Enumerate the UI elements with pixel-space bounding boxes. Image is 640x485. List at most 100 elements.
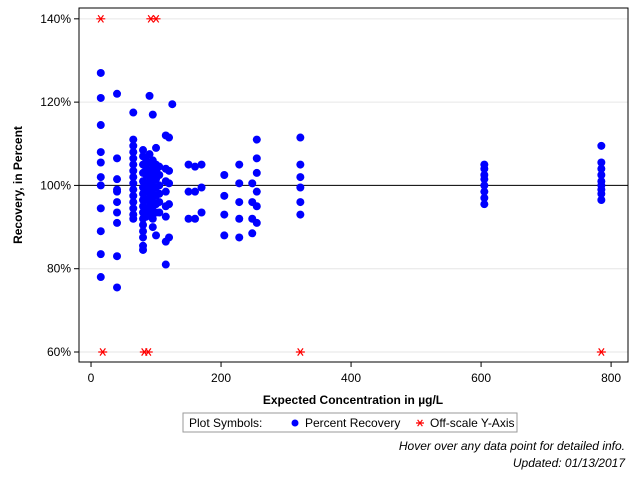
marker[interactable]: [165, 133, 174, 142]
marker[interactable]: [296, 183, 305, 192]
marker[interactable]: [96, 68, 105, 77]
marker[interactable]: [235, 160, 244, 169]
marker[interactable]: [129, 198, 138, 207]
marker[interactable]: [252, 154, 261, 163]
marker[interactable]: [129, 185, 138, 194]
marker[interactable]: [139, 233, 148, 242]
marker[interactable]: [480, 164, 489, 173]
marker[interactable]: [96, 204, 105, 213]
marker[interactable]: [197, 208, 206, 217]
marker[interactable]: [129, 108, 138, 117]
marker[interactable]: [220, 231, 229, 240]
marker[interactable]: [597, 171, 606, 180]
marker[interactable]: [129, 154, 138, 163]
marker[interactable]: [129, 160, 138, 169]
marker[interactable]: [597, 164, 606, 173]
marker[interactable]: [129, 141, 138, 150]
marker[interactable]: [139, 245, 148, 254]
marker[interactable]: [148, 214, 157, 223]
marker[interactable]: [296, 198, 305, 207]
marker[interactable]: [597, 189, 606, 198]
marker[interactable]: [113, 89, 122, 98]
marker[interactable]: [129, 135, 138, 144]
marker[interactable]: [113, 187, 122, 196]
marker[interactable]: [96, 14, 106, 23]
marker[interactable]: [96, 148, 105, 157]
marker[interactable]: [98, 348, 108, 356]
marker[interactable]: [220, 171, 229, 180]
marker[interactable]: [143, 348, 153, 356]
marker[interactable]: [151, 14, 161, 23]
marker[interactable]: [480, 200, 489, 209]
marker[interactable]: [161, 260, 170, 269]
marker[interactable]: [139, 220, 148, 229]
marker[interactable]: [252, 187, 261, 196]
marker[interactable]: [252, 168, 261, 177]
marker[interactable]: [161, 212, 170, 221]
marker[interactable]: [596, 348, 606, 356]
marker[interactable]: [184, 160, 193, 169]
marker[interactable]: [295, 348, 305, 356]
marker[interactable]: [165, 233, 174, 242]
marker[interactable]: [197, 160, 206, 169]
marker[interactable]: [155, 162, 164, 171]
marker[interactable]: [113, 175, 122, 184]
marker[interactable]: [184, 214, 193, 223]
marker[interactable]: [148, 223, 157, 232]
marker[interactable]: [152, 231, 161, 240]
marker[interactable]: [96, 181, 105, 190]
marker[interactable]: [296, 133, 305, 142]
marker[interactable]: [152, 143, 161, 152]
marker[interactable]: [96, 158, 105, 167]
marker[interactable]: [113, 198, 122, 207]
marker[interactable]: [165, 200, 174, 209]
marker[interactable]: [480, 193, 489, 202]
marker[interactable]: [480, 181, 489, 190]
marker[interactable]: [96, 173, 105, 182]
marker[interactable]: [139, 146, 148, 155]
marker[interactable]: [252, 135, 261, 144]
marker[interactable]: [165, 166, 174, 175]
marker[interactable]: [129, 214, 138, 223]
marker[interactable]: [129, 204, 138, 213]
marker[interactable]: [248, 229, 257, 238]
marker[interactable]: [480, 175, 489, 184]
marker[interactable]: [155, 171, 164, 180]
marker[interactable]: [235, 214, 244, 223]
marker[interactable]: [129, 173, 138, 182]
marker[interactable]: [129, 166, 138, 175]
marker[interactable]: [96, 93, 105, 102]
marker[interactable]: [113, 154, 122, 163]
marker[interactable]: [96, 121, 105, 130]
marker[interactable]: [296, 173, 305, 182]
marker[interactable]: [191, 187, 200, 196]
marker[interactable]: [191, 162, 200, 171]
marker[interactable]: [220, 191, 229, 200]
marker[interactable]: [155, 198, 164, 207]
marker[interactable]: [129, 191, 138, 200]
marker[interactable]: [113, 218, 122, 227]
marker[interactable]: [480, 187, 489, 196]
marker[interactable]: [96, 250, 105, 259]
marker[interactable]: [597, 158, 606, 167]
marker[interactable]: [96, 227, 105, 236]
marker[interactable]: [113, 252, 122, 261]
marker[interactable]: [184, 187, 193, 196]
marker[interactable]: [191, 214, 200, 223]
marker[interactable]: [148, 110, 157, 119]
marker[interactable]: [161, 187, 170, 196]
marker[interactable]: [296, 210, 305, 219]
marker[interactable]: [155, 189, 164, 198]
marker[interactable]: [129, 179, 138, 188]
marker[interactable]: [96, 273, 105, 282]
marker[interactable]: [252, 202, 261, 211]
marker[interactable]: [155, 181, 164, 190]
marker[interactable]: [235, 198, 244, 207]
marker[interactable]: [252, 218, 261, 227]
marker[interactable]: [139, 227, 148, 236]
marker[interactable]: [235, 233, 244, 242]
marker[interactable]: [296, 160, 305, 169]
marker[interactable]: [597, 195, 606, 204]
marker[interactable]: [235, 179, 244, 188]
marker[interactable]: [113, 283, 122, 292]
